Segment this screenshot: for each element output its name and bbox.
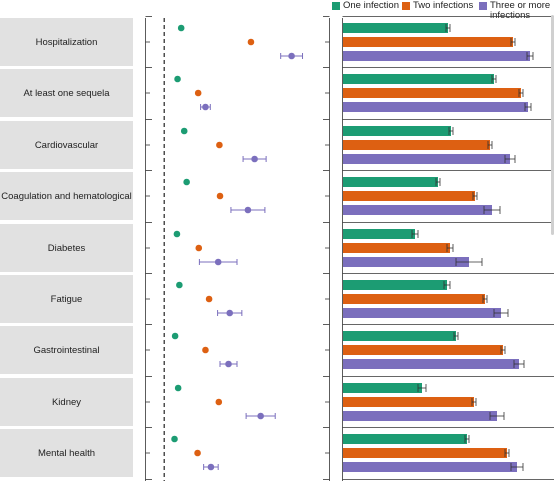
forest-point: [183, 178, 190, 186]
category-label: Fatigue: [50, 293, 83, 305]
legend-swatch-one: [332, 2, 340, 10]
forest-point: [202, 103, 209, 111]
forest-point: [176, 281, 183, 289]
forest-point: [174, 75, 181, 83]
legend-label-three: Three or more infections: [490, 0, 551, 21]
bar: [343, 88, 521, 98]
category-label: Diabetes: [47, 242, 86, 254]
bar: [343, 294, 485, 304]
bar: [343, 51, 530, 61]
row-label-1: At least one sequela: [0, 69, 133, 117]
category-label: Kidney: [51, 396, 82, 408]
bar: [343, 257, 469, 267]
bar: [343, 280, 447, 290]
forest-point: [225, 360, 232, 368]
forest-point: [251, 155, 258, 163]
category-label: Hospitalization: [35, 36, 98, 48]
category-label: Coagulation and hematological: [1, 190, 132, 202]
scrollbar[interactable]: [551, 15, 554, 235]
forest-point: [216, 141, 223, 149]
category-label: Gastrointestinal: [33, 344, 100, 356]
bar: [343, 462, 517, 472]
forest-point: [194, 449, 201, 457]
bar: [343, 229, 415, 239]
bar: [343, 331, 456, 341]
forest-point: [214, 258, 222, 266]
row-label-5: Fatigue: [0, 275, 133, 323]
bar: [343, 191, 475, 201]
bar: [343, 23, 448, 33]
forest-point: [174, 384, 182, 392]
forest-point: [180, 127, 188, 135]
row-label-8: Mental health: [0, 429, 133, 477]
forest-point: [171, 332, 179, 340]
forest-point: [173, 230, 181, 238]
forest-point: [171, 435, 178, 443]
bar: [343, 397, 474, 407]
forest-point: [216, 192, 224, 200]
bar: [343, 411, 497, 421]
bar: [343, 177, 438, 187]
forest-point: [202, 346, 209, 354]
forest-point: [226, 309, 234, 317]
legend-label-two: Two infections: [413, 0, 474, 11]
bar: [343, 383, 422, 393]
row-label-2: Cardiovascular: [0, 121, 133, 169]
legend-label-one: One infection: [343, 0, 399, 11]
row-label-0: Hospitalization: [0, 18, 133, 66]
bar: [343, 308, 501, 318]
forest-point: [177, 24, 185, 32]
legend-swatch-two: [402, 2, 410, 10]
bar: [343, 243, 450, 253]
bar: [343, 154, 510, 164]
bar: [343, 140, 490, 150]
forest-point: [207, 463, 215, 471]
forest-point: [288, 52, 295, 60]
bar: [343, 448, 507, 458]
bar: [343, 205, 492, 215]
forest-point: [195, 244, 203, 252]
forest-point: [194, 89, 202, 97]
forest-point: [247, 38, 255, 46]
row-label-6: Gastrointestinal: [0, 326, 133, 374]
row-label-4: Diabetes: [0, 224, 133, 272]
forest-point: [205, 295, 213, 303]
forest-point: [215, 398, 223, 406]
row-label-3: Coagulation and hematological: [0, 172, 133, 220]
legend-swatch-three: [479, 2, 487, 10]
bar: [343, 126, 451, 136]
bar: [343, 359, 519, 369]
bar: [343, 434, 467, 444]
bar: [343, 345, 503, 355]
category-label: At least one sequela: [23, 87, 110, 99]
legend: One infection Two infections Three or mo…: [330, 0, 554, 22]
forest-point: [244, 206, 252, 214]
bar: [343, 37, 513, 47]
bar: [343, 74, 494, 84]
bar: [343, 102, 528, 112]
forest-point: [257, 412, 264, 420]
row-label-7: Kidney: [0, 378, 133, 426]
category-label: Cardiovascular: [34, 139, 99, 151]
category-label: Mental health: [37, 447, 96, 459]
